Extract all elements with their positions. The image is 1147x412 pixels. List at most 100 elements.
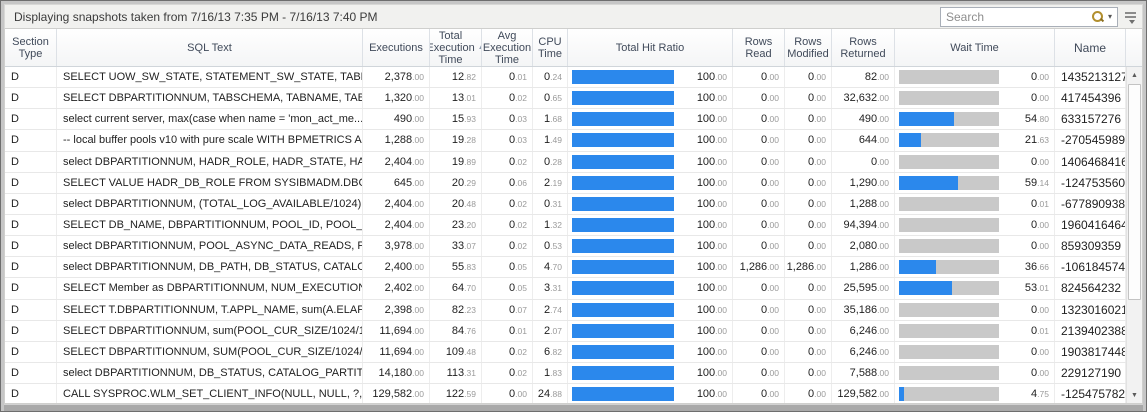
value-decimals: .00 (877, 389, 889, 400)
table-row[interactable]: D SELECT DBPARTITIONNUM, sum(POOL_CUR_SIZ… (5, 320, 1126, 342)
total-hit-ratio-bar (572, 302, 674, 317)
bar-fill (899, 175, 959, 190)
value-decimals: .00 (814, 389, 826, 400)
cell-name: 1903817448 (1055, 341, 1126, 362)
bar-value: 100.00 (674, 346, 732, 358)
value-integer: 0 (761, 197, 768, 210)
cell-rows-modified: 0.00 (785, 214, 832, 236)
value-decimals: .00 (877, 220, 889, 231)
value-decimals: .00 (412, 283, 424, 294)
wait-time-bar (899, 302, 999, 317)
column-header-rows-read[interactable]: Rows Read (733, 29, 785, 66)
value-decimals: .00 (412, 325, 424, 336)
value-integer: 0 (509, 324, 516, 337)
search-icon[interactable] (1091, 10, 1104, 23)
value-decimals: .29 (464, 177, 476, 188)
value-integer: 100 (696, 219, 716, 232)
value-decimals: .01 (464, 93, 476, 104)
scroll-up-icon[interactable]: ▲ (1131, 71, 1138, 79)
cell-executions: 1,288.00 (363, 130, 430, 151)
cell-executions: 14,180.00 (363, 362, 430, 384)
cell-cpu-time: 2.74 (533, 299, 568, 320)
cell-name: -1254757823 (1055, 384, 1126, 403)
value-integer: 100 (696, 282, 716, 295)
value-decimals: .00 (877, 325, 889, 336)
value-integer: 0 (1031, 71, 1038, 84)
column-header-avg-execution-time[interactable]: Avg Execution Time (482, 29, 533, 66)
cell-wait-time: 0.01 (895, 320, 1055, 341)
cell-rows-returned: 1,288.00 (832, 193, 895, 214)
scrollbar-thumb[interactable] (1128, 84, 1141, 300)
cell-total-execution-time: 20.29 (430, 172, 482, 193)
value-integer: 0 (509, 345, 516, 358)
column-header-rows-returned[interactable]: Rows Returned (832, 29, 895, 66)
value-decimals: .53 (550, 241, 562, 252)
cell-sql-text: SELECT UOW_SW_STATE, STATEMENT_SW_STATE,… (57, 67, 363, 88)
value-decimals: .00 (814, 220, 826, 231)
cell-cpu-time: 1.32 (533, 214, 568, 236)
value-decimals: .00 (814, 241, 826, 252)
cell-cpu-time: 0.53 (533, 236, 568, 257)
cell-rows-returned: 82.00 (832, 67, 895, 88)
cell-section-type: D (5, 236, 57, 257)
cell-cpu-time: 0.31 (533, 193, 568, 214)
value-integer: 7,588 (849, 367, 878, 380)
table-row[interactable]: D SELECT DBPARTITIONNUM, SUM(POOL_CUR_SIZ… (5, 341, 1126, 363)
scrollbar-track[interactable] (1127, 83, 1142, 387)
column-chooser-icon[interactable] (1122, 8, 1140, 26)
column-header-total-hit-ratio[interactable]: Total Hit Ratio (568, 29, 733, 66)
search-input[interactable] (941, 8, 1091, 25)
cell-section-type: D (5, 257, 57, 278)
column-header-wait-time[interactable]: Wait Time (895, 29, 1055, 66)
value-decimals: .00 (715, 283, 727, 294)
window-resize-strip[interactable] (4, 404, 1143, 411)
value-integer: 2,404 (384, 219, 413, 232)
table-row[interactable]: D SELECT UOW_SW_STATE, STATEMENT_SW_STATE… (5, 67, 1126, 89)
column-header-total-execution-time[interactable]: Total Execution Time▲ (430, 29, 482, 66)
value-decimals: .59 (464, 389, 476, 400)
table-row[interactable]: D SELECT T.DBPARTITIONNUM, T.APPL_NAME, s… (5, 299, 1126, 321)
cell-rows-read: 1,286.00 (733, 257, 785, 278)
cell-wait-time: 54.80 (895, 109, 1055, 130)
value-integer: 1 (544, 367, 551, 380)
search-dropdown-icon[interactable]: ▾ (1107, 12, 1112, 21)
column-header-sql-text[interactable]: SQL Text (57, 29, 363, 66)
cell-avg-execution-time: 0.02 (482, 236, 533, 257)
value-integer: 12 (451, 71, 465, 84)
cell-cpu-time: 1.49 (533, 130, 568, 151)
column-header-section-type[interactable]: Section Type (5, 29, 57, 66)
vertical-scrollbar[interactable]: ▲ ▼ (1126, 67, 1142, 403)
table-row[interactable]: D SELECT Member as DBPARTITIONNUM, NUM_EX… (5, 278, 1126, 300)
value-decimals: .93 (464, 114, 476, 125)
value-decimals: .49 (550, 135, 562, 146)
column-header-rows-modified[interactable]: Rows Modified (785, 29, 832, 66)
table-row[interactable]: D SELECT DB_NAME, DBPARTITIONNUM, POOL_ID… (5, 214, 1126, 237)
value-decimals: .00 (814, 304, 826, 315)
cell-total-execution-time: 13.01 (430, 88, 482, 109)
bar-fill (572, 70, 674, 85)
value-integer: 2 (544, 176, 551, 189)
table-row[interactable]: D CALL SYSPROC.WLM_SET_CLIENT_INFO(NULL, … (5, 384, 1126, 403)
cell-sql-text: select DBPARTITIONNUM, DB_STATUS, CATALO… (57, 362, 363, 384)
value-integer: 0 (808, 176, 815, 189)
column-header-name[interactable]: Name (1055, 29, 1126, 66)
column-header-cpu-time[interactable]: CPU Time (533, 29, 568, 66)
cell-name: -1247535607 (1055, 172, 1126, 193)
table-row[interactable]: D SELECT VALUE HADR_DB_ROLE FROM SYSIBMAD… (5, 172, 1126, 194)
cell-name: 229127190 (1055, 362, 1126, 384)
value-decimals: .48 (464, 198, 476, 209)
search-box[interactable]: ▾ (940, 6, 1118, 27)
value-decimals: .00 (877, 198, 889, 209)
value-decimals: .00 (715, 72, 727, 83)
table-row[interactable]: D SELECT DBPARTITIONNUM, TABSCHEMA, TABNA… (5, 88, 1126, 110)
value-decimals: .00 (877, 283, 889, 294)
scroll-down-icon[interactable]: ▼ (1131, 391, 1138, 399)
column-header-executions[interactable]: Executions (363, 29, 430, 66)
table-row[interactable]: D -- local buffer pools v10 with pure sca… (5, 130, 1126, 152)
